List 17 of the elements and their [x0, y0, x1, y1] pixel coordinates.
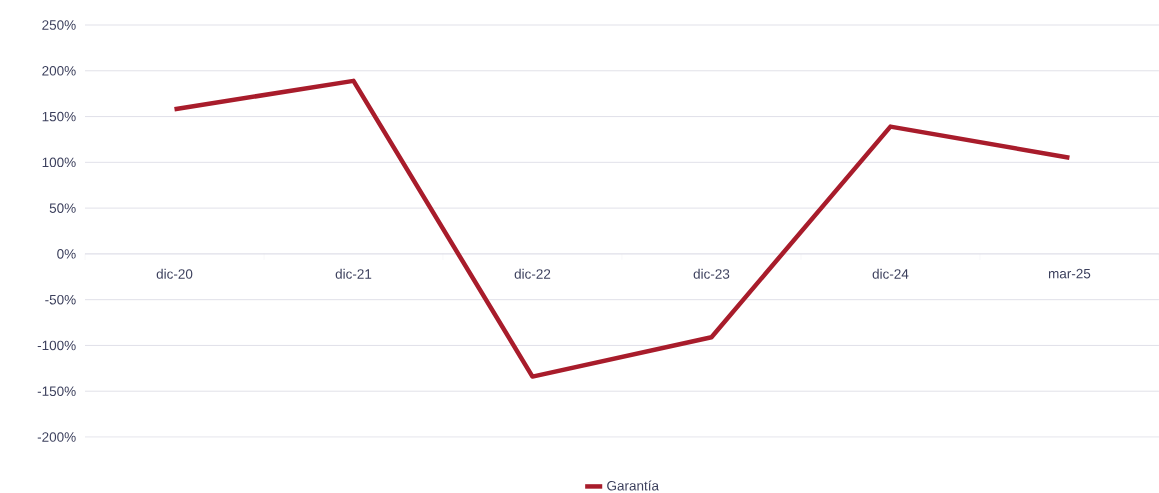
x-tick-label: dic-21 — [335, 268, 372, 279]
y-tick-label: 50% — [49, 203, 76, 213]
y-tick-label: 150% — [42, 111, 76, 122]
y-tick-label: -200% — [37, 432, 76, 442]
x-tick-label: dic-24 — [872, 268, 909, 279]
y-tick-label: -150% — [37, 386, 76, 396]
x-tick-label: mar-25 — [1048, 268, 1091, 279]
y-tick-label: 200% — [42, 66, 76, 76]
y-tick-label: 250% — [42, 20, 76, 30]
x-tick-label: dic-20 — [156, 268, 193, 279]
y-tick-label: 100% — [42, 157, 76, 168]
x-tick-label: dic-22 — [514, 268, 551, 279]
y-tick-label: -50% — [45, 294, 76, 305]
y-tick-label: -100% — [37, 340, 76, 351]
y-tick-label: 0% — [57, 249, 76, 259]
x-tick-label: dic-23 — [693, 268, 730, 279]
legend-label: Garantía — [607, 480, 660, 491]
